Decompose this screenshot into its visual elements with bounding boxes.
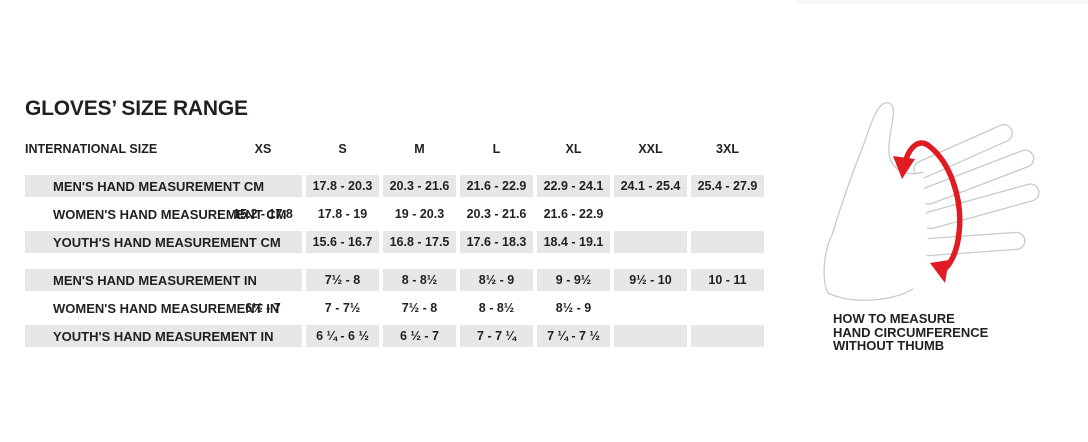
cell-value: 20.3 - 21.6 xyxy=(383,175,456,197)
hand-fingers xyxy=(913,124,1040,257)
cell-value: 21.6 - 22.9 xyxy=(543,207,604,221)
cell-value: 22.9 - 24.1 xyxy=(537,175,610,197)
cell-value: 18.4 - 19.1 xyxy=(537,231,610,253)
hand-illustration xyxy=(815,93,1050,308)
instruction-line: WITHOUT THUMB xyxy=(833,338,945,353)
cell-value: 8 - 8½ xyxy=(383,269,456,291)
cell-value: 7 - 7½ xyxy=(324,301,361,315)
cell-value: 19 - 20.3 xyxy=(394,207,445,221)
cell-value: 9½ - 10 xyxy=(614,269,687,291)
column-header-l: L xyxy=(492,141,501,156)
cell-value: 7½ - 8 xyxy=(306,269,379,291)
cell-value xyxy=(614,203,687,225)
measure-instruction: HOW TO MEASURE HAND CIRCUMFERENCE WITHOU… xyxy=(833,312,988,353)
cell-value: 17.8 - 19 xyxy=(317,207,368,221)
row-label: WOMEN'S HAND MEASUREMENT CM xyxy=(53,206,287,222)
cell-value: 8 - 8½ xyxy=(478,301,515,315)
cell-value: 7½ - 8 xyxy=(401,301,438,315)
cell-value xyxy=(691,297,764,319)
cell-value xyxy=(614,297,687,319)
column-header-xxl: XXL xyxy=(638,141,663,156)
cell-value: 20.3 - 21.6 xyxy=(466,207,527,221)
cell-value xyxy=(691,231,764,253)
cell-value: 21.6 - 22.9 xyxy=(460,175,533,197)
cell-value: 25.4 - 27.9 xyxy=(691,175,764,197)
table-row: WOMEN'S HAND MEASUREMENT CM 15.2 - 17.8 17… xyxy=(25,203,766,225)
cell-value: 6 ½ - 7 xyxy=(383,325,456,347)
cell-value: 15.6 - 16.7 xyxy=(306,231,379,253)
cell-value xyxy=(691,203,764,225)
cell-value: 9 - 9½ xyxy=(537,269,610,291)
table-header-row: INTERNATIONAL SIZE XS S M L XL XXL 3XL xyxy=(25,140,766,157)
cell-value: 24.1 - 25.4 xyxy=(614,175,687,197)
cell-xs-value: 6½ - 7 xyxy=(245,301,281,315)
cell-value: 8½ - 9 xyxy=(555,301,592,315)
row-label: YOUTH'S HAND MEASUREMENT CM xyxy=(25,231,302,253)
cell-value: 6 ¼ - 6 ½ xyxy=(306,325,379,347)
cell-value: 17.8 - 20.3 xyxy=(306,175,379,197)
cell-value xyxy=(614,325,687,347)
table-row: YOUTH'S HAND MEASUREMENT CM 15.6 - 16.7 16… xyxy=(25,231,766,253)
column-header-xl: XL xyxy=(565,141,582,156)
instruction-line: HAND CIRCUMFERENCE xyxy=(833,324,989,340)
page-top-edge xyxy=(796,0,1088,4)
size-table: INTERNATIONAL SIZE XS S M L XL XXL 3XL MEN'S … xyxy=(25,140,766,353)
cell-value: 7 - 7 ¼ xyxy=(460,325,533,347)
instruction-line: HOW TO MEASURE xyxy=(833,311,955,326)
cell-value: 8½ - 9 xyxy=(460,269,533,291)
row-label: MEN'S HAND MEASUREMENT CM xyxy=(25,175,302,197)
cell-value xyxy=(691,325,764,347)
table-body: MEN'S HAND MEASUREMENT CM 17.8 - 20.3 20.3… xyxy=(25,175,766,347)
section-divider xyxy=(25,259,766,269)
cell-xs-value: 15.2 - 17.8 xyxy=(233,207,293,221)
hand-outline xyxy=(823,102,928,301)
column-header-xs: XS xyxy=(254,141,272,156)
row-label: WOMEN'S HAND MEASUREMENT IN xyxy=(53,300,280,316)
table-row: WOMEN'S HAND MEASUREMENT IN 6½ - 7 7 - 7½ 7… xyxy=(25,297,766,319)
column-header-international-size: INTERNATIONAL SIZE xyxy=(25,141,158,156)
column-header-m: M xyxy=(414,141,425,156)
hand-measure-diagram xyxy=(823,102,1040,301)
page-title: GLOVES’ SIZE RANGE xyxy=(25,97,248,120)
cell-value: 7 ¼ - 7 ½ xyxy=(537,325,610,347)
cell-value: 16.8 - 17.5 xyxy=(383,231,456,253)
measure-arrow-icon xyxy=(893,140,963,283)
column-header-s: S xyxy=(338,141,347,156)
cell-value: 10 - 11 xyxy=(691,269,764,291)
row-label: YOUTH'S HAND MEASUREMENT IN xyxy=(25,325,302,347)
cell-value: 17.6 - 18.3 xyxy=(460,231,533,253)
row-label: MEN'S HAND MEASUREMENT IN xyxy=(25,269,302,291)
cell-value xyxy=(614,231,687,253)
column-header-3xl: 3XL xyxy=(716,141,739,156)
table-row: MEN'S HAND MEASUREMENT CM 17.8 - 20.3 20.3… xyxy=(25,175,766,197)
